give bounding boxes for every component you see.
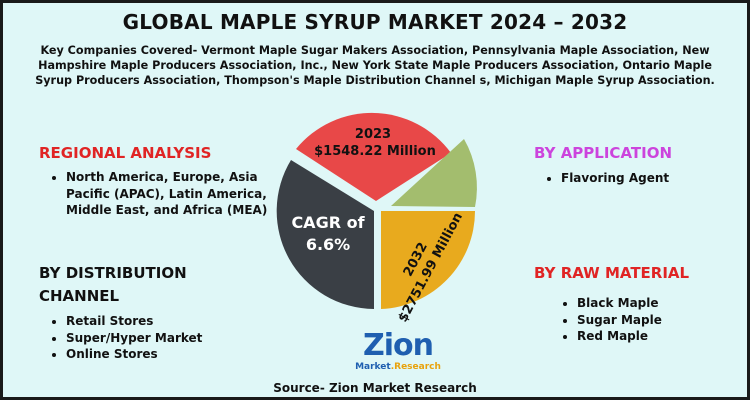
logo-sub-market: Market xyxy=(355,362,391,372)
zion-logo: Zion Market.Research xyxy=(355,330,441,378)
list-item: Super/Hyper Market xyxy=(66,330,286,347)
logo-subtitle: Market.Research xyxy=(355,362,441,373)
distribution-heading: BY DISTRIBUTION CHANNEL xyxy=(39,262,187,307)
pie-label-cagr-line1: CAGR of xyxy=(291,213,365,232)
pie-label-2023-year: 2023 xyxy=(355,127,391,142)
pie-slice-2023 xyxy=(296,112,451,201)
pie-slice-cagr xyxy=(276,160,374,309)
logo-sub-research: .Research xyxy=(390,362,441,372)
pie-label-cagr-line2: 6.6% xyxy=(306,235,350,254)
list-item: North America, Europe, Asia Pacific (APA… xyxy=(66,169,281,219)
regional-list: North America, Europe, Asia Pacific (APA… xyxy=(48,169,281,219)
list-item: Black Maple xyxy=(577,295,747,312)
raw-material-heading: BY RAW MATERIAL xyxy=(534,264,690,282)
application-list: Flavoring Agent xyxy=(543,170,750,187)
page-title: GLOBAL MAPLE SYRUP MARKET 2024 – 2032 xyxy=(122,10,628,34)
distribution-heading-line2: CHANNEL xyxy=(39,287,120,305)
distribution-heading-line1: BY DISTRIBUTION xyxy=(39,264,187,282)
logo-wordmark: Zion xyxy=(362,328,434,363)
segment-pie-graphic: 2023 $1548.22 Million CAGR of 6.6% 2032 … xyxy=(276,112,477,325)
list-item: Red Maple xyxy=(577,328,747,345)
source-footer: Source- Zion Market Research xyxy=(273,381,477,395)
pie-slice-2032 xyxy=(381,211,476,309)
list-item: Flavoring Agent xyxy=(561,170,750,187)
distribution-list: Retail Stores Super/Hyper Market Online … xyxy=(48,313,286,363)
pie-label-2023-value: $1548.22 Million xyxy=(314,144,436,159)
pie-slice-green xyxy=(391,139,477,207)
raw-material-list: Black Maple Sugar Maple Red Maple xyxy=(559,295,747,345)
list-item: Retail Stores xyxy=(66,313,286,330)
list-item: Online Stores xyxy=(66,346,286,363)
list-item: Sugar Maple xyxy=(577,312,747,329)
key-companies-text: Key Companies Covered- Vermont Maple Sug… xyxy=(35,44,715,87)
application-heading: BY APPLICATION xyxy=(534,144,673,162)
regional-analysis-heading: REGIONAL ANALYSIS xyxy=(39,144,212,162)
